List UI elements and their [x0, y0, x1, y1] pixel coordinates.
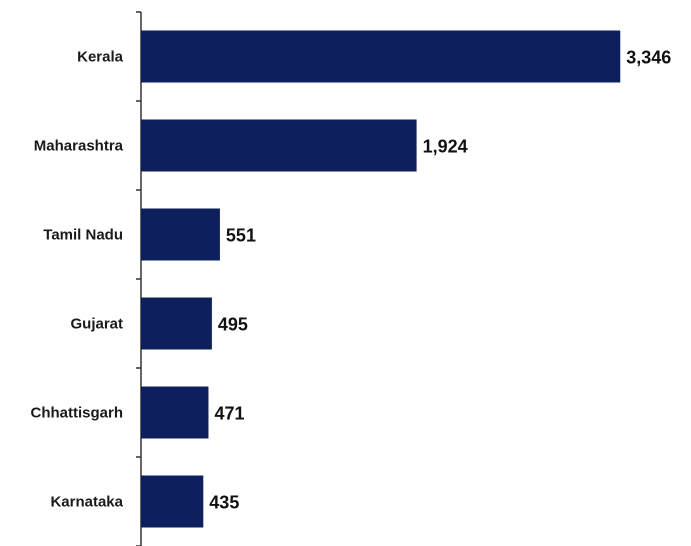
- bar-chhattisgarh: [141, 386, 209, 439]
- category-label: Kerala: [77, 49, 124, 66]
- bar-maharashtra: [141, 119, 417, 172]
- category-label: Tamil Nadu: [43, 227, 123, 244]
- y-axis: [136, 11, 142, 546]
- category-label: Chhattisgarh: [30, 405, 123, 422]
- value-label: 435: [209, 493, 239, 513]
- bar-karnataka: [141, 475, 204, 528]
- value-label: 495: [218, 315, 248, 335]
- bar-gujarat: [141, 297, 212, 350]
- category-labels: Kerala Maharashtra Tamil Nadu Gujarat Chhatt…: [30, 49, 123, 511]
- bar-kerala: [141, 30, 621, 83]
- bars: [141, 30, 621, 528]
- value-label: 471: [214, 404, 244, 424]
- category-label: Gujarat: [70, 316, 123, 333]
- category-label: Karnataka: [50, 494, 123, 511]
- value-label: 3,346: [626, 48, 671, 68]
- bar-tamil-nadu: [141, 208, 220, 261]
- value-labels: 3,346 1,924 551 495 471 435: [209, 48, 671, 513]
- value-label: 551: [226, 226, 256, 246]
- category-label: Maharashtra: [34, 138, 124, 155]
- value-label: 1,924: [423, 137, 468, 157]
